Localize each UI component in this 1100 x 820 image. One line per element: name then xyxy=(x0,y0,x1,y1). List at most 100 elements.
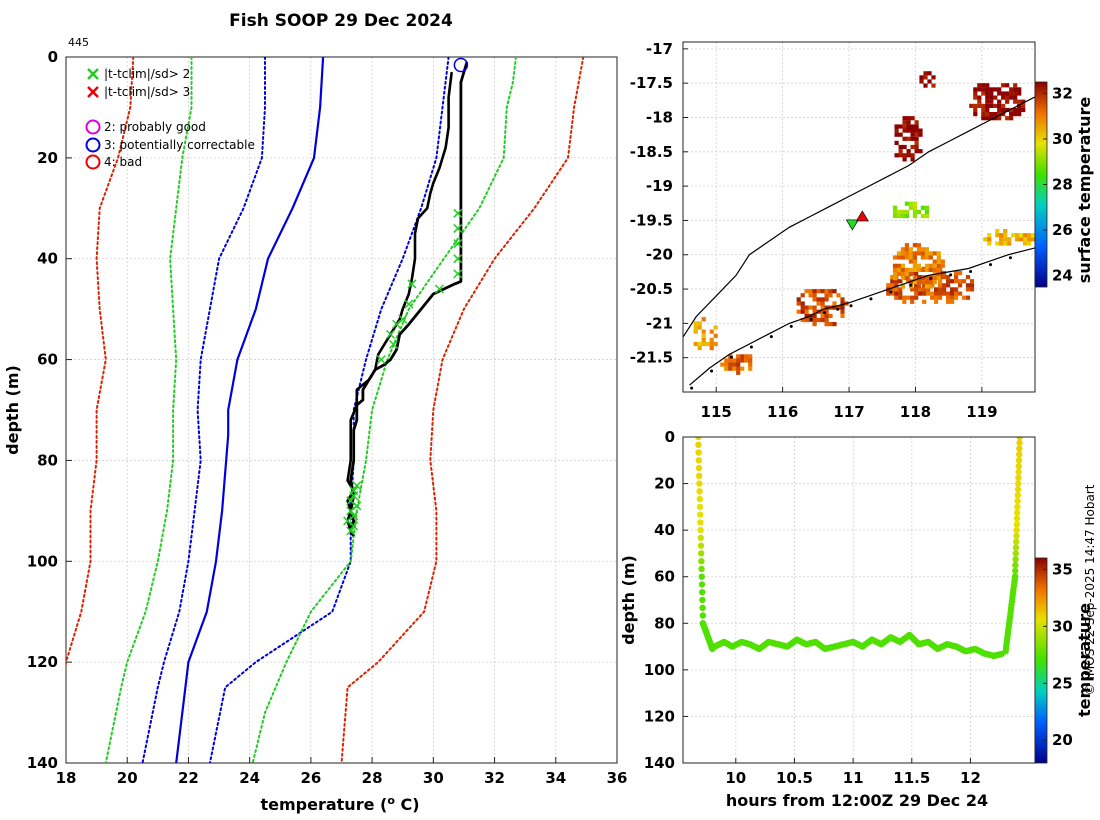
sst-cell xyxy=(999,233,1004,238)
sst-cell xyxy=(912,213,917,219)
descent-point xyxy=(695,464,703,472)
map-coast-dot xyxy=(769,335,773,339)
descent-point xyxy=(698,573,705,580)
sst-cell xyxy=(744,354,749,359)
sst-cell xyxy=(824,313,829,318)
sst-cell xyxy=(886,291,891,296)
sst-cell xyxy=(977,83,982,88)
map-x-tick-label: 118 xyxy=(900,403,931,421)
sst-cell xyxy=(981,87,986,92)
sst-cell xyxy=(912,251,917,256)
descent-point xyxy=(695,449,702,456)
sst-cell xyxy=(701,341,706,347)
ascent-point xyxy=(1015,474,1022,481)
sst-cell xyxy=(824,293,829,298)
sst-cell xyxy=(981,107,986,113)
sst-cell xyxy=(958,291,963,296)
sst-cell xyxy=(1005,91,1010,96)
sst-cell xyxy=(748,362,753,367)
flag-x2-point xyxy=(453,223,463,233)
sst-cell xyxy=(914,287,919,292)
sst-patch xyxy=(693,317,718,351)
sst-cell xyxy=(1003,229,1008,234)
sst-cell xyxy=(989,99,994,104)
sst-cell xyxy=(744,358,749,363)
sst-cell xyxy=(924,276,929,281)
sst-cell xyxy=(908,255,913,260)
sst-cell xyxy=(997,103,1002,108)
map-y-tick-label: -18 xyxy=(646,108,673,126)
sst-cell xyxy=(995,233,1000,238)
sst-cell xyxy=(932,267,937,272)
sst-cell xyxy=(961,295,967,300)
sst-cell xyxy=(995,241,1000,246)
sst-cell xyxy=(1009,107,1014,113)
time-y-tick-label: 60 xyxy=(654,568,675,586)
sst-cell xyxy=(1023,241,1028,246)
sst-cell xyxy=(796,309,801,314)
descent-point xyxy=(697,542,705,549)
sst-cell xyxy=(1027,233,1032,238)
sst-cell xyxy=(709,341,714,347)
flag-x2-stroke xyxy=(453,239,463,249)
ascent-point xyxy=(1014,509,1021,516)
sst-cell xyxy=(892,255,898,260)
sst-cell xyxy=(904,247,909,252)
sst-cell xyxy=(985,91,990,96)
ascent-point xyxy=(1016,439,1023,446)
sst-cell xyxy=(816,289,821,294)
series--2-sd xyxy=(104,57,193,763)
sst-cell xyxy=(820,301,825,306)
legend: |t-tclim|/sd> 2 |t-tclim|/sd> 3 2: proba… xyxy=(85,67,255,170)
sst-cell xyxy=(896,255,902,260)
sst-cell xyxy=(932,276,937,281)
sst-cell xyxy=(950,279,955,284)
sst-cell xyxy=(942,287,947,292)
sst-cell xyxy=(918,128,923,133)
main-x-tick-label: 26 xyxy=(300,769,321,787)
sst-cell xyxy=(931,75,936,80)
sst-cell xyxy=(697,346,702,351)
sst-cell xyxy=(973,91,978,96)
sst-cell xyxy=(922,299,927,304)
sst-cell xyxy=(824,305,829,310)
sst-cell xyxy=(812,297,817,302)
flag-x2-stroke xyxy=(352,481,362,491)
sst-cell xyxy=(1007,237,1012,242)
legend-flag3-marker xyxy=(87,86,99,98)
sst-cell xyxy=(965,275,971,280)
sst-cell xyxy=(1003,233,1008,238)
main-y-tick-label: 40 xyxy=(37,250,58,268)
map-y-tick-label: -21.5 xyxy=(630,349,673,367)
sst-cell xyxy=(916,247,921,252)
sst-cell xyxy=(748,358,753,363)
map-y-tick-label: -21 xyxy=(646,314,673,332)
sst-cell xyxy=(920,213,925,219)
sst-cell xyxy=(705,341,710,347)
time-colorbar-tick-label: 25 xyxy=(1052,674,1073,692)
sst-cell xyxy=(796,297,801,302)
sst-cell xyxy=(910,136,915,141)
sst-cell xyxy=(912,209,917,214)
map-ticks: 115 116 117 118 119 -17 -17.5 -18 -18.5 -19 -19.5 -… xyxy=(630,40,998,421)
main-x-tick-label: 22 xyxy=(178,769,199,787)
sst-cell xyxy=(1003,237,1008,242)
sst-cell xyxy=(894,279,899,284)
map-coast-dot xyxy=(989,263,993,267)
legend-qc2-label: 2: probably good xyxy=(104,120,206,134)
sst-cell xyxy=(724,358,729,363)
main-x-tick-label: 36 xyxy=(607,769,628,787)
sst-cell xyxy=(989,116,994,121)
sst-cell xyxy=(910,157,915,162)
ascent-point xyxy=(1013,526,1020,534)
sst-cell xyxy=(912,267,917,272)
ascent-point xyxy=(1012,561,1019,569)
ascent-point xyxy=(1015,468,1022,476)
sst-cell xyxy=(890,279,895,284)
flag-x2-stroke xyxy=(385,329,396,339)
sst-cell xyxy=(912,280,917,285)
sst-cell xyxy=(904,251,909,256)
sst-cell xyxy=(922,283,927,288)
sst-cell xyxy=(892,205,898,210)
flag-x2-point xyxy=(453,239,463,249)
